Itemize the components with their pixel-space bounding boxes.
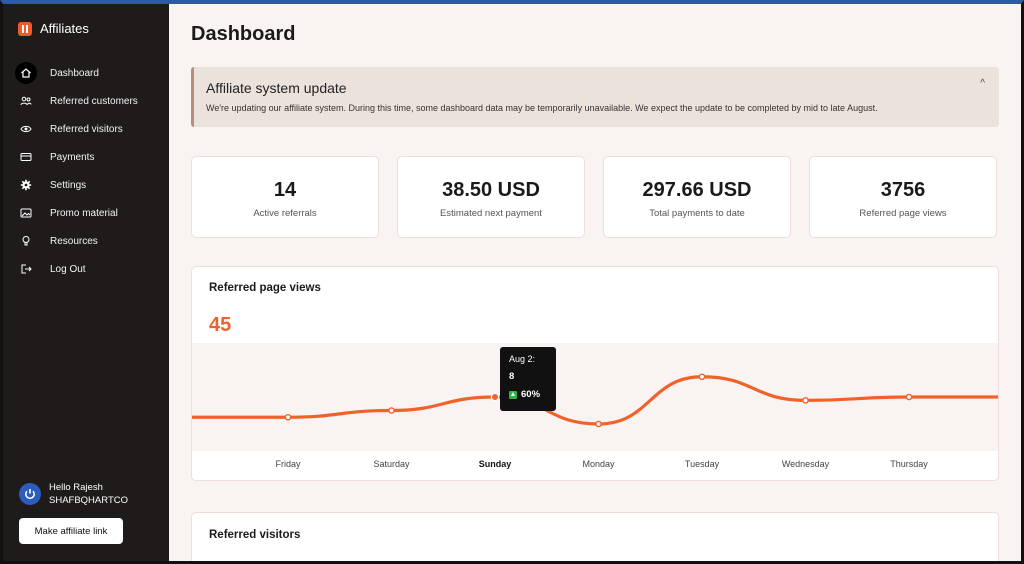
- data-point[interactable]: [284, 413, 292, 421]
- data-point[interactable]: [490, 392, 500, 402]
- collapse-chevron-icon[interactable]: ^: [980, 78, 985, 89]
- data-point[interactable]: [698, 373, 706, 381]
- data-point[interactable]: [802, 397, 809, 404]
- x-tick-label: Saturday: [373, 459, 410, 469]
- sidebar-item-promo-material[interactable]: Promo material: [15, 199, 165, 227]
- user-info: Hello Rajesh SHAFBQHARTCO: [19, 481, 128, 507]
- chart-tooltip: Aug 2: 8 60%: [500, 347, 556, 411]
- sidebar-item-label: Dashboard: [50, 67, 99, 79]
- main-content: Dashboard Affiliate system update We're …: [169, 4, 1021, 561]
- sidebar-item-payments[interactable]: Payments: [15, 143, 165, 171]
- sidebar-nav: Dashboard Referred customers Referred vi…: [15, 59, 165, 283]
- sidebar-item-label: Resources: [50, 235, 98, 247]
- sidebar-item-resources[interactable]: Resources: [15, 227, 165, 255]
- page-title: Dashboard: [191, 23, 296, 45]
- trend-up-icon: [509, 390, 517, 399]
- x-tick-label: Friday: [275, 459, 301, 469]
- users-icon: [15, 90, 37, 112]
- referred-page-views-card: Friday Saturday Sunday Monday Tuesday Wednesd…: [191, 266, 999, 481]
- notice-banner: Affiliate system update We're updating o…: [191, 67, 999, 127]
- x-tick-label: Tuesday: [685, 459, 720, 469]
- x-tick-label: Thursday: [890, 459, 928, 469]
- notice-title: Affiliate system update: [206, 80, 347, 96]
- sidebar-item-label: Payments: [50, 151, 95, 163]
- x-tick-label: Monday: [582, 459, 615, 469]
- sidebar-item-label: Referred customers: [50, 95, 138, 107]
- tooltip-change-value: 60%: [521, 389, 541, 400]
- sidebar-item-label: Promo material: [50, 207, 118, 219]
- stat-label: Active referrals: [253, 208, 317, 219]
- stat-label: Referred page views: [859, 208, 947, 219]
- card-icon: [15, 146, 37, 168]
- affiliates-logo-icon: [18, 21, 32, 36]
- visitors-title: Referred visitors: [209, 529, 301, 541]
- sidebar-item-label: Settings: [50, 179, 87, 191]
- stat-value: 3756: [880, 179, 926, 201]
- stat-value: 297.66 USD: [642, 179, 752, 201]
- tooltip-date: Aug 2:: [509, 354, 536, 364]
- sidebar-item-label: Log Out: [50, 263, 86, 275]
- data-point[interactable]: [388, 407, 395, 414]
- stat-card-active-referrals: 14 Active referrals: [191, 156, 379, 238]
- stat-card-referred-page-views: 3756 Referred page views: [809, 156, 997, 238]
- power-icon: [25, 489, 35, 500]
- stat-card-estimated-next-payment: 38.50 USD Estimated next payment: [397, 156, 585, 238]
- page-views-chart: Friday Saturday Sunday Monday Tuesday Wednesd…: [192, 343, 998, 469]
- stat-card-total-payments: 297.66 USD Total payments to date: [603, 156, 791, 238]
- image-icon: [15, 202, 37, 224]
- data-point[interactable]: [595, 420, 602, 428]
- x-tick-label: Wednesday: [782, 459, 830, 469]
- make-affiliate-link-button[interactable]: Make affiliate link: [19, 518, 123, 544]
- sidebar-item-label: Referred visitors: [50, 123, 123, 135]
- sidebar: Affiliates Dashboard Referred customers …: [3, 4, 169, 561]
- brand-name: Affiliates: [40, 21, 89, 36]
- avatar[interactable]: [19, 483, 41, 505]
- sidebar-item-settings[interactable]: Settings: [15, 171, 165, 199]
- x-tick-label: Sunday: [479, 459, 512, 469]
- data-point[interactable]: [905, 393, 913, 401]
- user-code: SHAFBQHARTCO: [49, 495, 129, 506]
- stat-label: Estimated next payment: [440, 208, 542, 219]
- notice-text: We're updating our affiliate system. Dur…: [206, 103, 878, 113]
- lightbulb-icon: [15, 230, 37, 252]
- stat-value: 14: [273, 179, 297, 201]
- sidebar-item-referred-visitors[interactable]: Referred visitors: [15, 115, 165, 143]
- stat-label: Total payments to date: [649, 208, 745, 219]
- tooltip-value: 8: [509, 371, 515, 382]
- sidebar-item-dashboard[interactable]: Dashboard: [15, 59, 165, 87]
- logout-icon: [15, 258, 37, 280]
- user-greeting: Hello Rajesh: [49, 482, 103, 493]
- home-icon: [15, 62, 37, 84]
- tooltip-change: 60%: [509, 389, 540, 400]
- stat-value: 38.50 USD: [442, 179, 540, 201]
- brand[interactable]: Affiliates: [18, 21, 89, 36]
- referred-visitors-card: Referred visitors: [191, 512, 999, 561]
- eye-icon: [15, 118, 37, 140]
- gear-icon: [15, 174, 37, 196]
- sidebar-item-referred-customers[interactable]: Referred customers: [15, 87, 165, 115]
- chart-total-value: 45: [209, 314, 232, 336]
- sidebar-item-log-out[interactable]: Log Out: [15, 255, 165, 283]
- chart-title: Referred page views: [209, 282, 321, 294]
